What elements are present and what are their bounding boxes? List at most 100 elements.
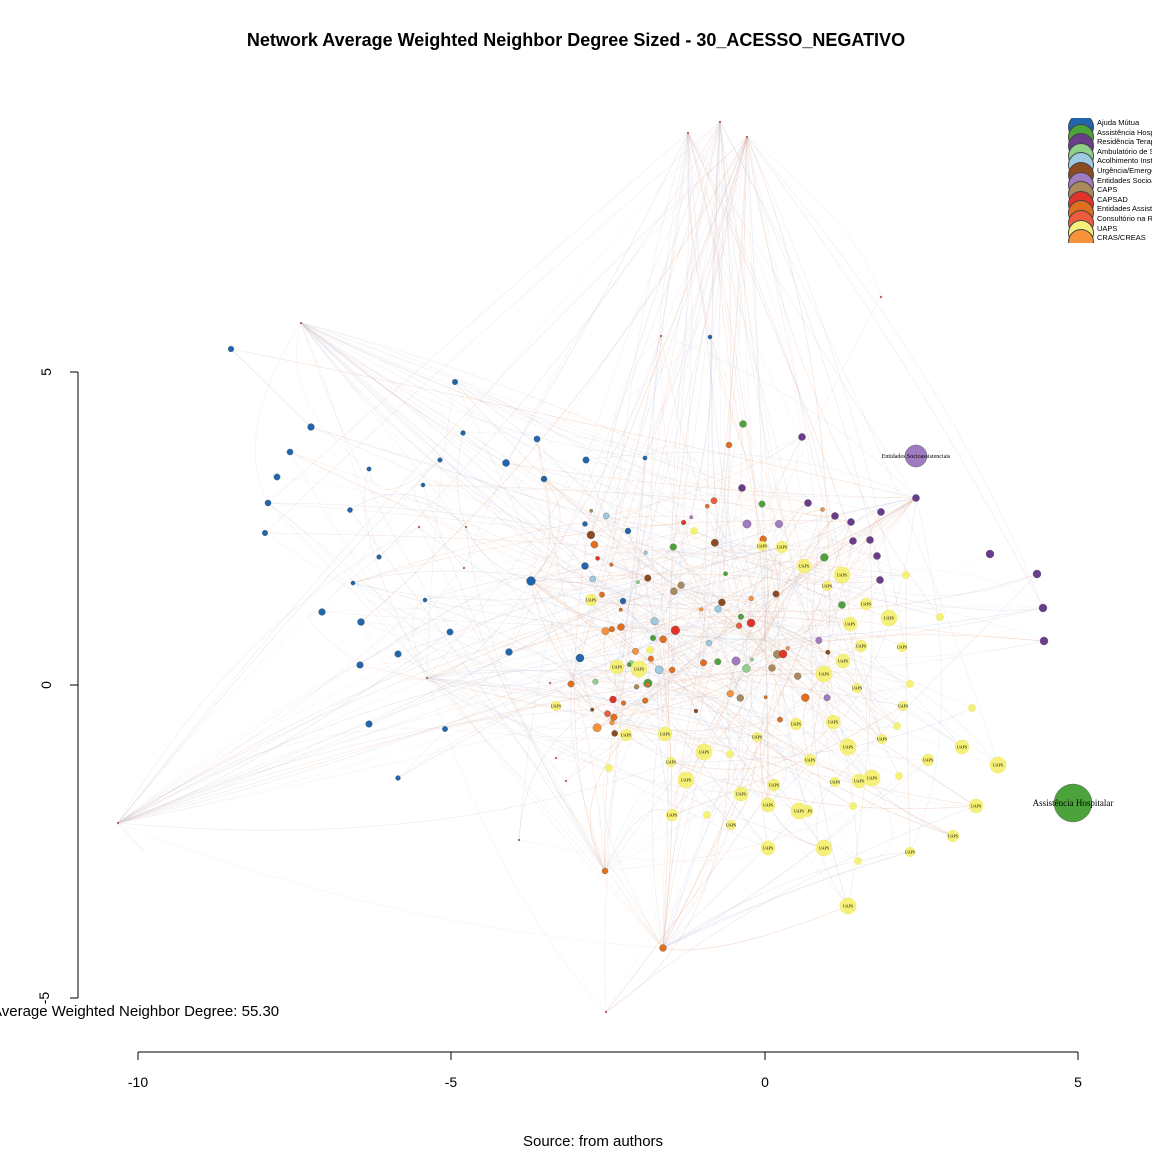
network-edge <box>426 502 809 679</box>
ajuda-node <box>420 482 426 488</box>
network-edge <box>296 322 370 470</box>
ajuda-node <box>526 576 536 586</box>
network-edge <box>746 538 779 669</box>
uaps-node-label: UAPS <box>666 760 676 765</box>
capsad-node <box>746 618 756 628</box>
axes-layer <box>70 371 1079 1060</box>
network-edge <box>687 132 747 669</box>
network-edge <box>604 664 630 872</box>
network-edge <box>735 497 917 662</box>
residencia-node <box>912 494 920 502</box>
ajuda-node <box>581 562 589 570</box>
network-edge <box>706 511 882 816</box>
network-edge <box>439 459 911 685</box>
network-edge <box>777 634 1045 655</box>
network-edge <box>579 136 748 659</box>
residencia-node <box>804 499 812 507</box>
network-edge <box>596 673 825 728</box>
network-edge <box>662 851 911 949</box>
network-edge <box>117 625 740 824</box>
network-edge <box>117 822 144 852</box>
network-edge <box>592 578 704 663</box>
service-node <box>609 562 614 567</box>
network-edge <box>267 502 664 949</box>
caps-node <box>768 664 776 672</box>
network-edge <box>594 121 721 545</box>
network-edge <box>300 322 883 740</box>
network-edge <box>744 136 781 720</box>
network-edge <box>857 777 893 862</box>
network-edge <box>595 681 811 761</box>
network-edge <box>267 502 591 536</box>
network-edge <box>300 322 684 523</box>
service-node <box>592 723 602 733</box>
uaps-node-label: UAPS <box>898 704 908 709</box>
uaps-node-label: UAPS <box>667 813 677 818</box>
x-tick-label-neg10: -10 <box>127 1074 149 1090</box>
network-edge <box>763 515 836 641</box>
uaps-node-label: UAPS <box>923 758 933 763</box>
network-edge <box>622 497 917 602</box>
network-edge <box>719 121 800 812</box>
network-edge <box>300 322 731 694</box>
uaps-node-label: UAPS <box>763 803 773 808</box>
service-node <box>670 625 680 635</box>
ajuda-node <box>619 597 627 605</box>
service-node <box>763 695 768 700</box>
network-edge <box>465 526 606 872</box>
network-edge <box>505 462 748 525</box>
network-edge <box>662 851 911 949</box>
network-edge <box>300 322 882 513</box>
network-edge <box>687 132 769 806</box>
uaps-node-label: UAPS <box>822 584 832 589</box>
x-tick-label-0: 0 <box>761 1074 769 1090</box>
uaps-node <box>902 571 910 579</box>
service-node <box>599 591 605 598</box>
network-edge <box>616 136 748 668</box>
network-edge <box>630 663 825 849</box>
network-edge <box>725 573 834 723</box>
uaps-node <box>839 738 857 756</box>
network-edge <box>555 713 615 763</box>
service-node <box>823 694 831 702</box>
x-tick-label-5: 5 <box>1074 1074 1082 1090</box>
network-edge <box>662 639 765 949</box>
network-edge <box>349 493 467 528</box>
network-edge <box>590 495 763 536</box>
network-edge <box>267 502 428 679</box>
network-edge <box>905 574 911 853</box>
network-edge <box>703 539 769 753</box>
network-edge <box>594 121 721 545</box>
network-edge <box>117 761 672 831</box>
network-edge <box>117 523 748 824</box>
uaps-node <box>863 769 881 787</box>
network-edge <box>675 630 718 669</box>
service-node <box>748 595 754 602</box>
uaps-node <box>833 566 851 584</box>
acolhimento-node <box>714 605 722 613</box>
network-edge <box>368 565 805 725</box>
ajuda-node <box>227 345 235 353</box>
network-edge <box>530 546 783 582</box>
network-edge <box>300 322 809 504</box>
residencia-node <box>847 518 855 526</box>
minor-node <box>417 525 421 529</box>
network-edge <box>454 381 598 728</box>
network-edge <box>518 684 648 841</box>
ajuda-node <box>347 507 353 513</box>
service-node <box>602 512 610 520</box>
uaps-node <box>968 798 984 814</box>
minor-node <box>517 838 521 842</box>
network-edge <box>662 523 780 949</box>
network-edge <box>300 322 844 662</box>
service-node <box>670 587 678 595</box>
network-edge <box>300 322 843 606</box>
network-edge <box>707 622 765 662</box>
uaps-node <box>751 731 763 743</box>
network-edge <box>750 639 797 727</box>
uaps-node-label: UAPS <box>852 686 862 691</box>
network-edge <box>614 497 917 734</box>
network-edge <box>424 568 532 601</box>
network-edge <box>613 653 784 718</box>
network-edge <box>426 630 676 687</box>
